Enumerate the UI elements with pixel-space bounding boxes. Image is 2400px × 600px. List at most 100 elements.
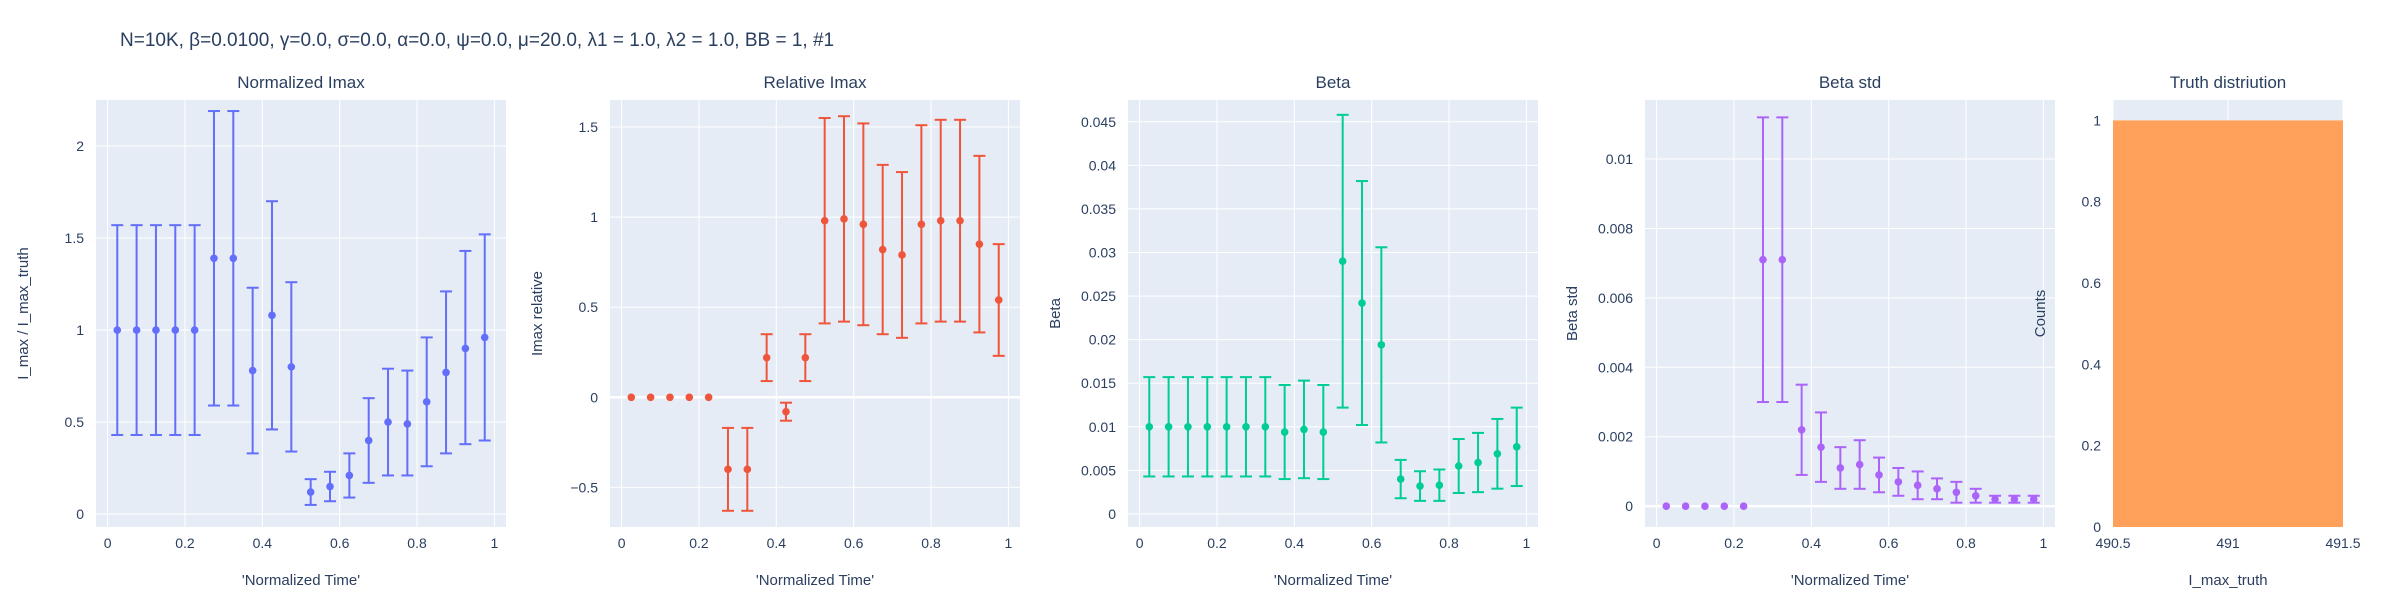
plot-background	[96, 100, 506, 527]
data-point	[956, 216, 964, 225]
subplot-title: Beta	[1316, 73, 1352, 92]
y-tick-label: 0.8	[2082, 194, 2102, 210]
x-tick-label: 0.2	[1207, 535, 1227, 551]
y-tick-label: 0.6	[2082, 275, 2102, 291]
data-point	[1145, 422, 1154, 431]
data-point	[132, 326, 141, 334]
data-point	[1164, 422, 1173, 431]
y-tick-label: 0.045	[1081, 114, 1116, 130]
y-tick-label: 0.2	[2082, 438, 2102, 454]
data-point	[1739, 502, 1748, 510]
data-point	[743, 465, 752, 474]
y-tick-label: 1	[2093, 112, 2101, 128]
data-point	[1435, 481, 1444, 489]
data-point	[384, 418, 392, 426]
data-point	[1203, 422, 1212, 431]
data-point	[627, 393, 636, 402]
y-tick-label: 1	[76, 322, 84, 338]
subplot-title: Beta std	[1819, 73, 1881, 92]
data-point	[1319, 428, 1328, 436]
data-point	[210, 254, 218, 263]
data-point	[1778, 255, 1787, 264]
data-point	[1222, 422, 1231, 431]
x-tick-label: 0.4	[1285, 535, 1305, 551]
data-point	[345, 471, 354, 480]
subplot-title: Relative Imax	[764, 73, 867, 92]
y-tick-label: 0.4	[2082, 356, 2102, 372]
y-tick-label: 0	[590, 389, 598, 405]
x-tick-label: 1	[490, 535, 498, 551]
y-axis-label: I_max / I_max_truth	[15, 247, 32, 380]
y-tick-label: 0.025	[1081, 288, 1116, 304]
x-tick-label: 491.5	[2325, 535, 2360, 551]
x-tick-label: 0.8	[407, 535, 427, 551]
data-point	[1454, 462, 1463, 470]
y-tick-label: 0.015	[1081, 375, 1116, 391]
panel-normalized-imax: 0 0.2 0.4 0.6 0.8 1 0 0.5 1 1.5 2 Normalized Imax 'N…	[15, 73, 506, 589]
data-point	[1991, 495, 1999, 504]
x-tick-label: 1	[1522, 535, 1530, 551]
panel-relative-imax: 0 0.2 0.4 0.6 0.8 1 −0.5 0 0.5 1 1.5 Relative Imax '…	[529, 73, 1020, 589]
data-point	[1512, 443, 1521, 451]
panel-truth-distribution: 490.5 491 491.5 0 0.2 0.4 0.6 0.8 1 Truth distriu…	[2032, 73, 2361, 589]
data-point	[1933, 485, 1941, 493]
y-tick-label: 1.5	[579, 119, 599, 135]
y-tick-label: 2	[76, 138, 84, 154]
data-point	[1300, 425, 1308, 434]
data-point	[1662, 502, 1671, 510]
y-tick-label: −0.5	[570, 479, 598, 495]
data-point	[287, 363, 296, 371]
x-tick-label: 0.2	[1724, 535, 1744, 551]
y-tick-label: 0.006	[1598, 290, 1633, 306]
x-tick-label: 0	[618, 535, 626, 551]
y-tick-label: 1.5	[65, 230, 85, 246]
y-tick-label: 0.035	[1081, 201, 1116, 217]
y-axis-label: Counts	[2032, 290, 2049, 338]
data-point	[1952, 488, 1961, 497]
data-point	[229, 254, 238, 263]
x-tick-label: 0.6	[844, 535, 864, 551]
data-point	[113, 326, 122, 334]
data-point	[1338, 257, 1347, 266]
data-point	[1242, 422, 1250, 431]
data-point	[975, 240, 984, 248]
data-point	[268, 311, 276, 320]
data-point	[403, 420, 412, 428]
x-tick-label: 0.4	[767, 535, 787, 551]
x-tick-label: 1	[1004, 535, 1012, 551]
data-point	[762, 353, 771, 362]
data-point	[248, 366, 257, 375]
panel-beta-std: 0 0.2 0.4 0.6 0.8 1 0 0.002 0.004 0.006 0.008 0.01 B…	[1564, 73, 2055, 589]
histogram-bar	[2113, 120, 2343, 527]
x-tick-label: 490.5	[2095, 535, 2130, 551]
data-point	[994, 296, 1003, 304]
data-point	[1894, 478, 1903, 486]
data-point	[1261, 422, 1270, 431]
data-point	[326, 482, 334, 491]
x-tick-label: 0.4	[253, 535, 273, 551]
data-point	[1913, 481, 1922, 490]
data-point	[820, 216, 829, 225]
data-point	[1396, 475, 1405, 483]
y-tick-label: 0.5	[579, 299, 599, 315]
x-axis-label: 'Normalized Time'	[756, 572, 874, 589]
y-tick-label: 0.01	[1606, 151, 1633, 167]
y-tick-label: 0	[1108, 506, 1116, 522]
data-point	[152, 326, 160, 334]
y-tick-label: 1	[590, 209, 598, 225]
data-point	[936, 216, 945, 225]
y-axis-label: Imax relative	[529, 271, 546, 356]
y-tick-label: 0.004	[1598, 359, 1633, 375]
data-point	[1681, 502, 1690, 510]
data-point	[442, 368, 450, 377]
data-point	[1817, 443, 1825, 451]
data-point	[2029, 495, 2038, 504]
plot-background	[610, 100, 1020, 527]
data-point	[1701, 502, 1709, 510]
data-point	[704, 393, 713, 402]
data-point	[1971, 491, 1980, 500]
x-axis-label: 'Normalized Time'	[1274, 572, 1392, 589]
y-tick-label: 0	[76, 506, 84, 522]
data-point	[666, 393, 674, 402]
